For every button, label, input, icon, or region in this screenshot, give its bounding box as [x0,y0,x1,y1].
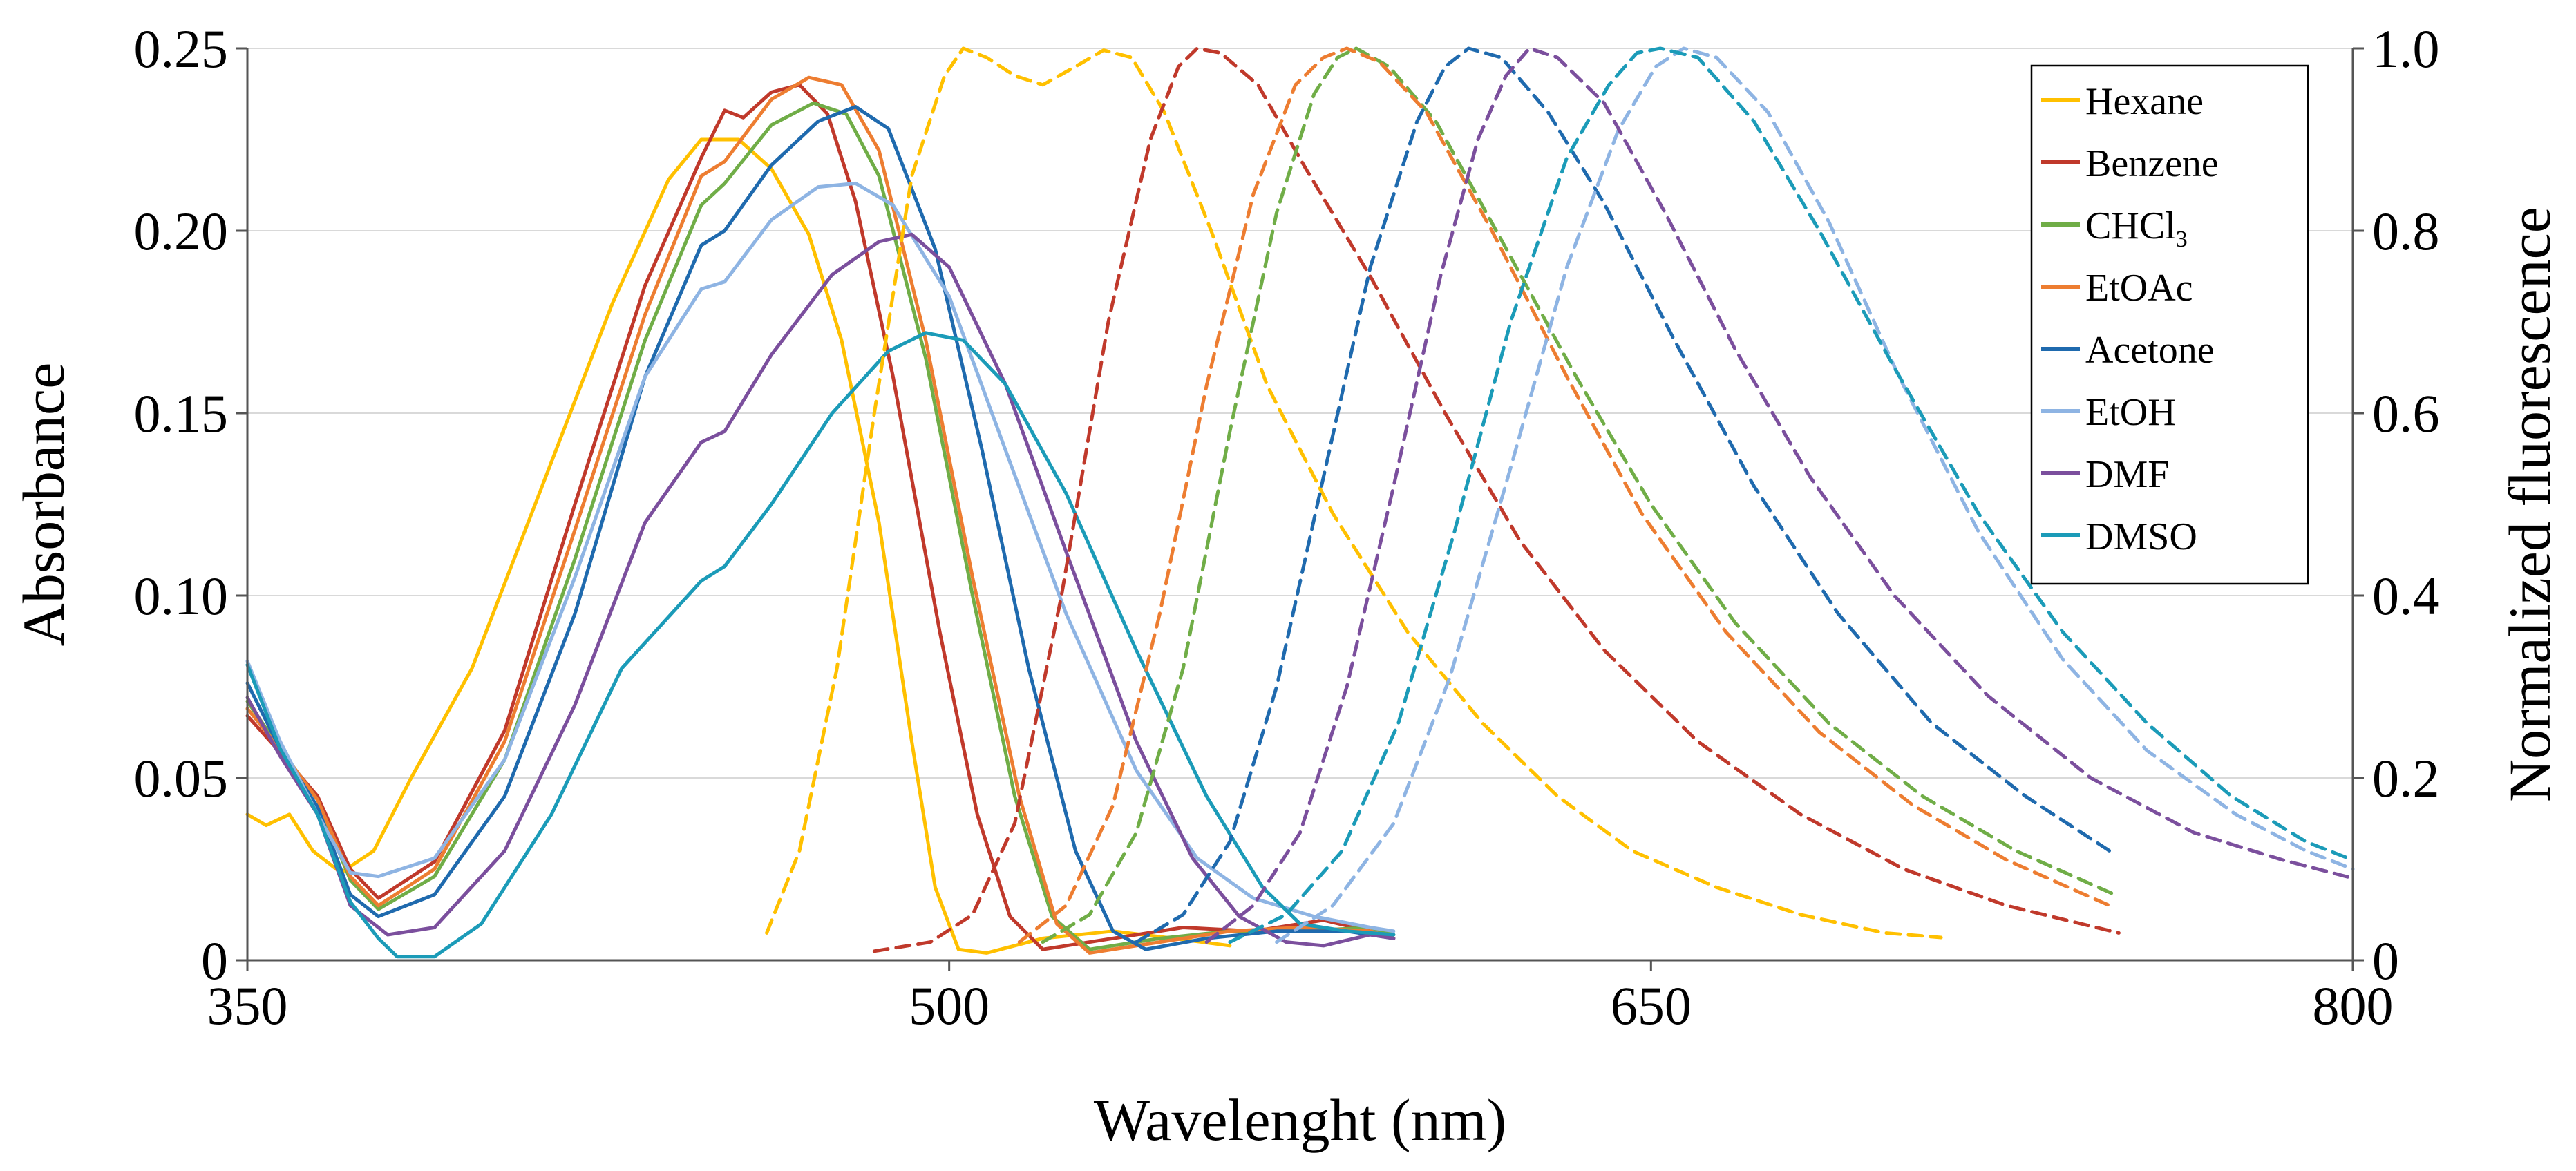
y-tick-label-left: 0 [201,931,228,991]
fluorescence-line-dmf [1204,46,2355,944]
legend-label-3: EtOAc [2085,267,2193,310]
x-tick-label: 500 [909,975,989,1036]
y-tick-label-right: 0 [2372,931,2399,991]
legend-label-subscript: 3 [2176,227,2188,252]
fluorescence-line-hexane [765,46,1943,940]
x-tick-label: 350 [207,975,288,1036]
absorbance-line-etoh [245,181,1396,933]
legend-label-text: DMF [2085,453,2169,496]
y-axis-title-left: Absorbance [10,363,77,647]
x-tick-label: 800 [2313,975,2394,1036]
y-tick-label-left: 0.05 [134,748,229,808]
legend-label-5: EtOH [2085,391,2176,434]
fluorescence-line-etoh [1275,46,2355,944]
legend-label-text: CHCl [2085,204,2176,247]
fluorescence-line-etoac [1017,46,2112,944]
tick-labels: 350 500 650 80000.050.100.150.200.2500.20.4… [134,19,2440,1036]
y-tick-label-right: 0.2 [2372,748,2440,808]
axes [236,47,2364,971]
legend-label-text: Acetone [2085,329,2215,372]
x-tick-label: 650 [1611,975,1692,1036]
legend-label-6: DMF [2085,453,2169,496]
x-axis-title: Wavelenght (nm) [1094,1087,1506,1153]
legend-label-text: Hexane [2085,80,2204,123]
y-tick-label-left: 0.25 [134,19,229,79]
y-axis-title-right: Normalized fluorescence [2497,207,2563,802]
legend-label-1: Benzene [2085,142,2219,185]
legend-label-2: CHCl3 [2085,204,2188,252]
absorbance-line-etoac [245,75,1396,955]
fluorescence-line-benzene [872,46,2121,953]
fluorescence-line-dmso [1228,46,2355,944]
y-tick-label-right: 1.0 [2372,19,2440,79]
y-tick-label-right: 0.6 [2372,383,2440,444]
fluorescence-line-chcl3 [1041,46,2121,944]
y-tick-label-left: 0.15 [134,383,229,444]
gridlines [247,48,2353,779]
legend-label-7: DMSO [2085,515,2197,558]
absorbance-line-dmso [245,331,1396,959]
legend-label-0: Hexane [2085,80,2204,123]
absorbance-line-chcl3 [245,101,1396,951]
absorbance-line-acetone [245,105,1396,951]
fluorescence-series-group [765,46,2355,953]
y-tick-label-right: 0.4 [2372,566,2440,626]
y-tick-label-right: 0.8 [2372,201,2440,261]
legend: Hexane Benzene CHCl3 EtOAc Acetone EtOH DMF DMS… [2030,64,2309,585]
absorbance-series-group [245,75,1396,959]
legend-label-4: Acetone [2085,329,2215,372]
legend-label-text: EtOAc [2085,267,2193,310]
legend-label-text: EtOH [2085,391,2176,434]
y-tick-label-left: 0.10 [134,566,229,626]
legend-label-text: DMSO [2085,515,2197,558]
absorbance-line-dmf [245,232,1396,948]
fluorescence-line-acetone [1135,46,2112,944]
y-tick-label-left: 0.20 [134,201,229,261]
legend-label-text: Benzene [2085,142,2219,185]
legend-box [2030,64,2309,585]
